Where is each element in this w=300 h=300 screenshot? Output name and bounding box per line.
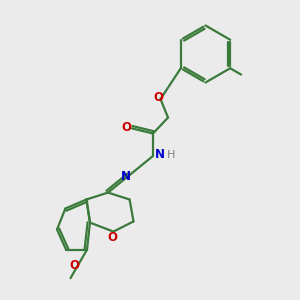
Text: O: O (122, 121, 132, 134)
Text: O: O (153, 91, 163, 104)
Text: N: N (154, 148, 165, 161)
Text: O: O (108, 231, 118, 244)
Text: N: N (121, 169, 131, 183)
Text: H: H (167, 150, 175, 160)
Text: O: O (69, 259, 80, 272)
